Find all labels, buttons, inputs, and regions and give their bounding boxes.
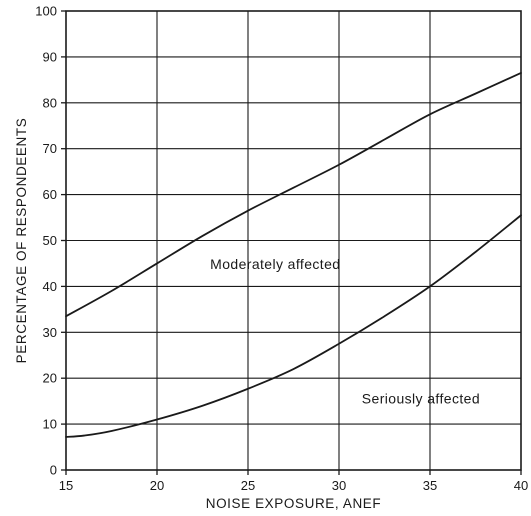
- y-tick-label: 80: [43, 95, 57, 110]
- axis-ticks: [61, 10, 522, 475]
- y-tick-label: 30: [43, 325, 57, 340]
- y-tick-label: 60: [43, 187, 57, 202]
- x-tick-label: 30: [332, 478, 346, 493]
- annotations: Moderately affected Seriously affected: [210, 256, 480, 406]
- series-line-seriously-affected: [65, 214, 522, 438]
- y-tick-label: 40: [43, 279, 57, 294]
- series-annotation: Seriously affected: [362, 390, 480, 406]
- series-line-moderately-affected: [65, 72, 522, 318]
- x-tick-label: 15: [59, 478, 73, 493]
- x-axis-title: NOISE EXPOSURE, ANEF: [206, 496, 382, 511]
- y-tick-label: 100: [35, 4, 57, 19]
- x-tick-labels: 15 20 25 30 35 40: [59, 478, 528, 493]
- series-lines: [65, 72, 522, 438]
- y-tick-label: 50: [43, 233, 57, 248]
- series-annotation: Moderately affected: [210, 256, 340, 272]
- y-tick-label: 70: [43, 141, 57, 156]
- x-tick-label: 40: [514, 478, 528, 493]
- y-tick-label: 90: [43, 49, 57, 64]
- y-tick-labels: 0 10 20 30 40 50 60 70 80 90 100: [35, 4, 57, 478]
- y-tick-label: 10: [43, 417, 57, 432]
- x-tick-label: 20: [150, 478, 164, 493]
- grid-lines: [66, 11, 521, 470]
- y-axis-title: PERCENTAGE OF RESPONDEENTS: [14, 118, 29, 364]
- y-tick-label: 0: [50, 463, 57, 478]
- y-tick-label: 20: [43, 371, 57, 386]
- x-tick-label: 25: [241, 478, 255, 493]
- x-tick-label: 35: [423, 478, 437, 493]
